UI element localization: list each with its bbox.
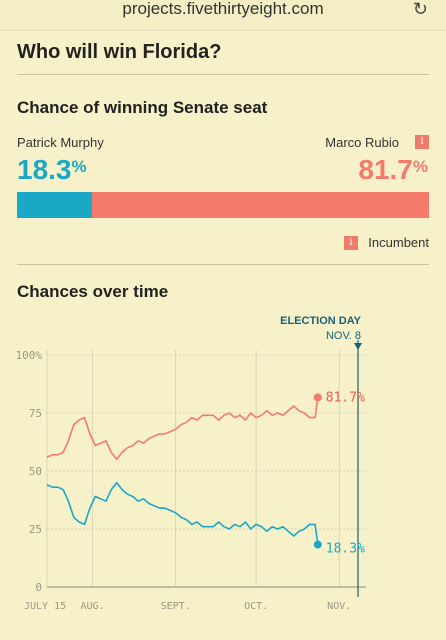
murphy-chance: 18.3% [17,154,87,186]
divider [17,74,429,75]
murphy-end-label: 18.3% [326,542,365,557]
y-tick-label: 50 [29,465,42,478]
x-tick-label: OCT. [244,601,268,612]
chances-over-time-chart: ELECTION DAY NOV. 8 100% 75 50 25 0 JULY 15 AU… [16,315,366,612]
y-tick-label: 0 [35,581,42,594]
murphy-pct-sign: % [71,157,87,176]
rubio-pct-sign: % [412,157,428,176]
series-end-point [313,540,322,549]
x-tick-label: AUG. [81,601,105,612]
election-day-date: NOV. 8 [326,330,361,342]
election-day-label: ELECTION DAY [280,315,362,327]
x-tick-label: SEPT. [161,601,191,612]
y-tick-label: 100% [16,349,43,362]
series-end-point [313,393,322,402]
x-tick-label: NOV. [327,601,351,612]
incumbent-legend-icon: i [344,236,358,250]
election-day-marker-icon [354,343,362,350]
y-tick-label: 75 [29,407,42,420]
divider [17,264,429,265]
murphy-chance-value: 18.3 [17,154,72,185]
rubio-chance-value: 81.7 [358,154,413,185]
incumbent-legend-label: Incumbent [368,235,429,250]
y-tick-label: 25 [29,523,42,536]
url-text[interactable]: projects.fivethirtyeight.com [122,0,324,18]
murphy-chance-bar [17,192,92,218]
chances-over-time-title: Chances over time [17,282,169,301]
incumbent-info-icon[interactable]: i [415,135,429,149]
senate-chance-title: Chance of winning Senate seat [17,98,268,117]
reload-icon[interactable]: ↻ [412,0,428,19]
rubio-chance: 81.7% [358,154,428,186]
browser-address-bar[interactable]: projects.fivethirtyeight.com ↻ [0,0,446,31]
series-line-marco-rubio [46,397,319,461]
chance-bar [17,192,429,218]
rubio-chance-bar [92,192,429,218]
rubio-end-label: 81.7% [326,390,365,405]
candidate-name-murphy: Patrick Murphy [17,135,104,150]
x-tick-label: JULY 15 [24,601,66,612]
page-title: Who will win Florida? [17,41,222,63]
series-line-patrick-murphy [46,481,319,545]
candidate-name-rubio: Marco Rubio [325,135,399,150]
